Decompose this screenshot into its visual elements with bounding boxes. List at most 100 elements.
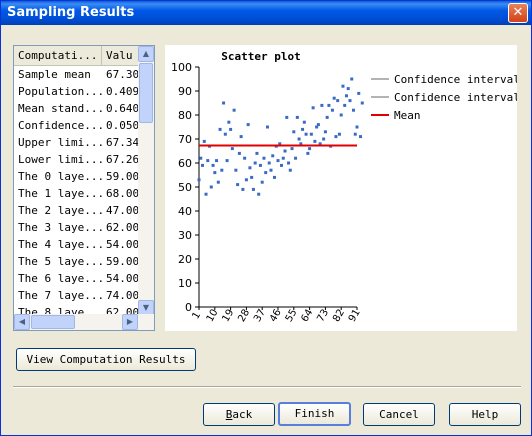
table-row[interactable]: The 1 laye... 68.00 bbox=[14, 185, 140, 202]
row-name: Mean stand... bbox=[18, 102, 102, 115]
row-value: 67.26 bbox=[106, 153, 140, 166]
finish-button[interactable]: Finish bbox=[278, 402, 351, 426]
data-point bbox=[290, 147, 294, 151]
table-row[interactable]: Lower limi... 67.26 bbox=[14, 151, 140, 168]
data-point bbox=[278, 142, 282, 146]
chevron-up-icon: ▲ bbox=[142, 49, 150, 58]
data-point bbox=[299, 142, 303, 146]
vertical-scroll-thumb[interactable] bbox=[139, 63, 153, 123]
row-value: 0.640 bbox=[106, 102, 140, 115]
data-point bbox=[325, 115, 329, 119]
data-point bbox=[264, 171, 268, 175]
table-row[interactable]: Upper limi... 67.34 bbox=[14, 134, 140, 151]
data-point bbox=[211, 163, 215, 167]
data-point bbox=[304, 132, 308, 136]
row-value: 62.00 bbox=[106, 306, 140, 316]
row-value: 0.050 bbox=[106, 119, 140, 132]
data-point bbox=[206, 159, 210, 163]
data-point bbox=[343, 103, 347, 107]
data-point bbox=[288, 168, 292, 172]
data-point bbox=[332, 96, 336, 100]
data-point bbox=[216, 180, 220, 184]
x-tick-label: 19 bbox=[220, 307, 236, 324]
help-button[interactable]: Help bbox=[449, 403, 521, 426]
scroll-right-button[interactable]: ▶ bbox=[122, 314, 138, 330]
data-point bbox=[225, 159, 229, 163]
column-header-value[interactable]: Valu bbox=[106, 49, 133, 62]
y-tick-label: 0 bbox=[185, 301, 192, 314]
data-point bbox=[344, 94, 348, 98]
data-point bbox=[241, 187, 245, 191]
table-row[interactable]: The 8 laye... 62.00 bbox=[14, 304, 140, 316]
table-row[interactable]: The 7 laye... 74.00 bbox=[14, 287, 140, 304]
vertical-scrollbar[interactable]: ▲ ▼ bbox=[138, 46, 154, 316]
table-row[interactable]: The 6 laye... 54.00 bbox=[14, 270, 140, 287]
data-point bbox=[262, 156, 266, 160]
data-point bbox=[215, 159, 219, 163]
row-value: 67.30 bbox=[106, 68, 140, 81]
row-name: The 6 laye... bbox=[18, 272, 102, 285]
x-tick-label: 82 bbox=[331, 307, 347, 324]
data-point bbox=[267, 161, 271, 165]
table-rows: Sample mean 67.30 Population... 0.409 Mean s… bbox=[14, 66, 140, 316]
table-row[interactable]: Mean stand... 0.640 bbox=[14, 100, 140, 117]
data-point bbox=[271, 154, 275, 158]
scroll-up-button[interactable]: ▲ bbox=[138, 46, 154, 62]
data-point bbox=[220, 168, 224, 172]
data-point bbox=[248, 166, 252, 170]
row-value: 62.00 bbox=[106, 221, 140, 234]
row-value: 67.34 bbox=[106, 136, 140, 149]
table-row[interactable]: Sample mean 67.30 bbox=[14, 66, 140, 83]
data-point bbox=[197, 178, 201, 182]
results-table: Computati... Valu Sample mean 67.30 Popula… bbox=[13, 45, 155, 331]
scroll-left-button[interactable]: ◀ bbox=[14, 314, 30, 330]
data-point bbox=[237, 151, 241, 155]
table-row[interactable]: The 2 laye... 47.00 bbox=[14, 202, 140, 219]
data-point bbox=[258, 163, 262, 167]
data-point bbox=[301, 127, 305, 131]
table-row[interactable]: The 4 laye... 54.00 bbox=[14, 236, 140, 253]
data-point bbox=[297, 137, 301, 141]
data-point bbox=[244, 178, 248, 182]
data-point bbox=[341, 84, 345, 88]
y-tick-label: 50 bbox=[178, 181, 192, 194]
table-header: Computati... Valu bbox=[14, 46, 140, 66]
row-name: Confidence... bbox=[18, 119, 102, 132]
table-row[interactable]: Population... 0.409 bbox=[14, 83, 140, 100]
table-row[interactable]: Confidence... 0.050 bbox=[14, 117, 140, 134]
row-name: The 4 laye... bbox=[18, 238, 102, 251]
column-header-computation[interactable]: Computati... bbox=[14, 46, 102, 65]
data-point bbox=[348, 99, 352, 103]
data-point bbox=[295, 115, 299, 119]
y-tick-label: 10 bbox=[178, 277, 192, 290]
back-button[interactable]: Back bbox=[203, 403, 275, 426]
table-row[interactable]: The 3 laye... 62.00 bbox=[14, 219, 140, 236]
row-value: 68.00 bbox=[106, 187, 140, 200]
y-tick-label: 70 bbox=[178, 133, 192, 146]
x-tick-label: 10 bbox=[205, 307, 221, 324]
table-row[interactable]: The 0 laye... 59.00 bbox=[14, 168, 140, 185]
horizontal-scroll-thumb[interactable] bbox=[31, 315, 75, 329]
row-value: 54.00 bbox=[106, 238, 140, 251]
x-tick-label: 1 bbox=[190, 310, 203, 321]
data-point bbox=[239, 135, 243, 139]
data-point bbox=[269, 168, 273, 172]
x-tick-label: 28 bbox=[236, 307, 252, 324]
title-bar[interactable]: Sampling Results ✕ bbox=[1, 1, 531, 25]
close-button[interactable]: ✕ bbox=[508, 3, 528, 23]
cancel-button[interactable]: Cancel bbox=[363, 403, 435, 426]
data-point bbox=[287, 161, 291, 165]
data-point bbox=[308, 147, 312, 151]
data-point bbox=[359, 135, 363, 139]
y-tick-label: 40 bbox=[178, 205, 192, 218]
horizontal-scrollbar[interactable]: ◀ ▶ bbox=[14, 314, 154, 330]
table-row[interactable]: The 5 laye... 59.00 bbox=[14, 253, 140, 270]
legend-label: Mean bbox=[394, 109, 421, 122]
back-button-accel: B bbox=[225, 408, 233, 421]
view-computation-results-button[interactable]: View Computation Results bbox=[16, 348, 196, 371]
data-point bbox=[218, 127, 222, 131]
chart-title: Scatter plot bbox=[221, 50, 300, 63]
data-point bbox=[355, 125, 359, 129]
data-point bbox=[236, 183, 240, 187]
window-title: Sampling Results bbox=[7, 5, 135, 20]
